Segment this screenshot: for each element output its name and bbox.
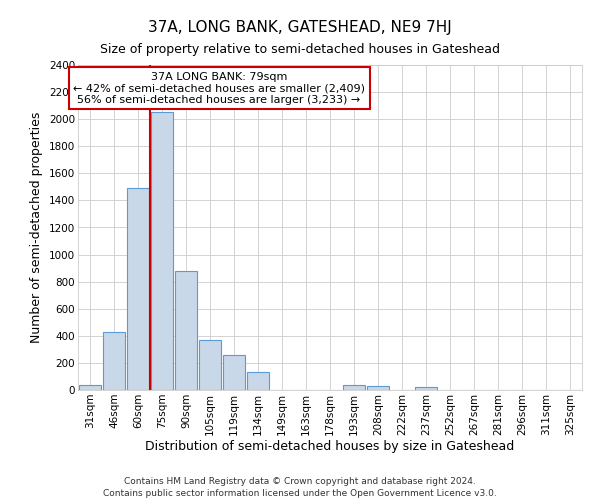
Bar bbox=[247, 372, 269, 390]
Y-axis label: Number of semi-detached properties: Number of semi-detached properties bbox=[31, 112, 43, 343]
Bar bbox=[367, 386, 389, 390]
Bar bbox=[79, 384, 101, 390]
Text: 37A, LONG BANK, GATESHEAD, NE9 7HJ: 37A, LONG BANK, GATESHEAD, NE9 7HJ bbox=[148, 20, 452, 35]
Bar bbox=[175, 271, 197, 390]
Bar bbox=[415, 388, 437, 390]
Bar bbox=[343, 384, 365, 390]
Bar bbox=[199, 340, 221, 390]
Text: Size of property relative to semi-detached houses in Gateshead: Size of property relative to semi-detach… bbox=[100, 42, 500, 56]
X-axis label: Distribution of semi-detached houses by size in Gateshead: Distribution of semi-detached houses by … bbox=[145, 440, 515, 454]
Text: Contains public sector information licensed under the Open Government Licence v3: Contains public sector information licen… bbox=[103, 489, 497, 498]
Bar bbox=[103, 332, 125, 390]
Text: 37A LONG BANK: 79sqm
← 42% of semi-detached houses are smaller (2,409)
56% of se: 37A LONG BANK: 79sqm ← 42% of semi-detac… bbox=[73, 72, 365, 104]
Bar bbox=[223, 355, 245, 390]
Bar bbox=[127, 188, 149, 390]
Bar bbox=[151, 112, 173, 390]
Text: Contains HM Land Registry data © Crown copyright and database right 2024.: Contains HM Land Registry data © Crown c… bbox=[124, 478, 476, 486]
